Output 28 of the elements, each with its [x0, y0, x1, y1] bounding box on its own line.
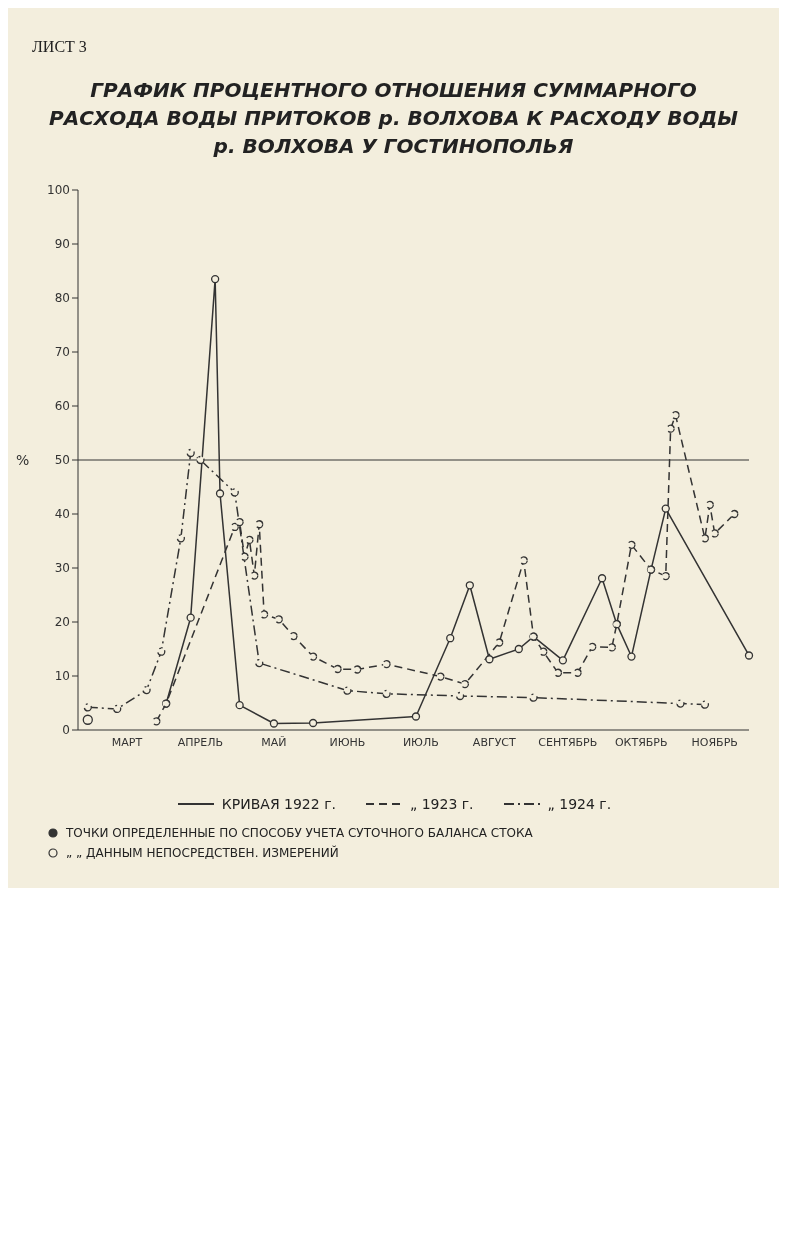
- x-tick-label: ИЮЛЬ: [402, 735, 439, 749]
- y-tick-label: 40: [54, 507, 70, 522]
- x-tick-label: МАЙ: [261, 735, 287, 749]
- text: ТОЧКИ ОПРЕДЕЛЕННЫЕ ПО СПОСОБУ УЧЕТА СУТОЧНОГО БАЛАНСА СТОКА: [66, 826, 533, 840]
- y-tick-label: 80: [54, 291, 70, 306]
- x-tick-label: СЕНТЯБРЬ: [538, 735, 598, 749]
- y-tick-label: 20: [54, 615, 70, 630]
- text: ЛИСТ 3: [31, 37, 88, 57]
- y-tick-label: 30: [54, 561, 70, 576]
- x-tick-label: АПРЕЛЬ: [177, 735, 224, 749]
- x-tick-label: МАРТ: [111, 735, 143, 749]
- x-tick-label: НОЯБРЬ: [691, 735, 738, 749]
- x-tick-label: ОКТЯБРЬ: [614, 735, 668, 749]
- text: „ „ ДАННЫМ НЕПОСРЕДСТВЕН. ИЗМЕРЕНИЙ: [66, 846, 339, 860]
- legend-label: „ 1924 г.: [547, 796, 612, 812]
- legend-label: КРИВАЯ 1922 г.: [221, 796, 336, 812]
- x-tick-label: ИЮНЬ: [329, 735, 366, 749]
- y-tick-label: 10: [54, 669, 70, 684]
- y-tick-label: 0: [62, 723, 70, 738]
- chart-title: ГРАФИК ПРОЦЕНТНОГО ОТНОШЕНИЯ СУММАРНОГО РАСХОДА ВОДЫ ПРИТОКОВ р. ВОЛХОВА К РАСХОДУ ВОДЫ р. ВОЛХОВА У ГОСТИНОПОЛЬЯ: [48, 77, 739, 160]
- x-tick-label: АВГУСТ: [472, 735, 517, 749]
- y-tick-label: 60: [54, 399, 70, 414]
- y-tick-label: 70: [54, 345, 70, 360]
- y-axis-title: %: [16, 451, 30, 468]
- legend-label: „ 1923 г.: [409, 796, 474, 812]
- y-tick-label: 90: [54, 237, 70, 252]
- y-tick-label: 50: [54, 453, 70, 468]
- y-tick-label: 100: [47, 183, 70, 198]
